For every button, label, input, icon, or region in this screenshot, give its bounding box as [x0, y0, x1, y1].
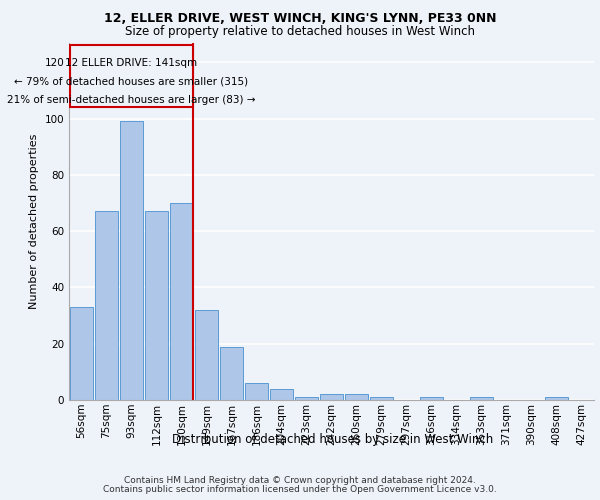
- Text: Distribution of detached houses by size in West Winch: Distribution of detached houses by size …: [172, 432, 494, 446]
- Bar: [295, 397, 318, 400]
- Text: Size of property relative to detached houses in West Winch: Size of property relative to detached ho…: [125, 25, 475, 38]
- Text: 12, ELLER DRIVE, WEST WINCH, KING'S LYNN, PE33 0NN: 12, ELLER DRIVE, WEST WINCH, KING'S LYNN…: [104, 12, 496, 26]
- Text: 21% of semi-detached houses are larger (83) →: 21% of semi-detached houses are larger (…: [7, 94, 256, 104]
- Bar: [320, 394, 343, 400]
- Bar: [420, 397, 443, 400]
- Bar: [545, 397, 568, 400]
- Text: ← 79% of detached houses are smaller (315): ← 79% of detached houses are smaller (31…: [14, 76, 248, 86]
- Bar: [170, 203, 193, 400]
- Bar: [120, 122, 143, 400]
- Text: Contains HM Land Registry data © Crown copyright and database right 2024.: Contains HM Land Registry data © Crown c…: [124, 476, 476, 485]
- Bar: [370, 397, 393, 400]
- Text: Contains public sector information licensed under the Open Government Licence v3: Contains public sector information licen…: [103, 485, 497, 494]
- Bar: [95, 212, 118, 400]
- Bar: [195, 310, 218, 400]
- Bar: [70, 307, 93, 400]
- Bar: [345, 394, 368, 400]
- Bar: [270, 388, 293, 400]
- Bar: [145, 212, 168, 400]
- Bar: [220, 346, 243, 400]
- FancyBboxPatch shape: [70, 46, 193, 107]
- Bar: [245, 383, 268, 400]
- Bar: [470, 397, 493, 400]
- Y-axis label: Number of detached properties: Number of detached properties: [29, 134, 39, 309]
- Text: 12 ELLER DRIVE: 141sqm: 12 ELLER DRIVE: 141sqm: [65, 58, 197, 68]
